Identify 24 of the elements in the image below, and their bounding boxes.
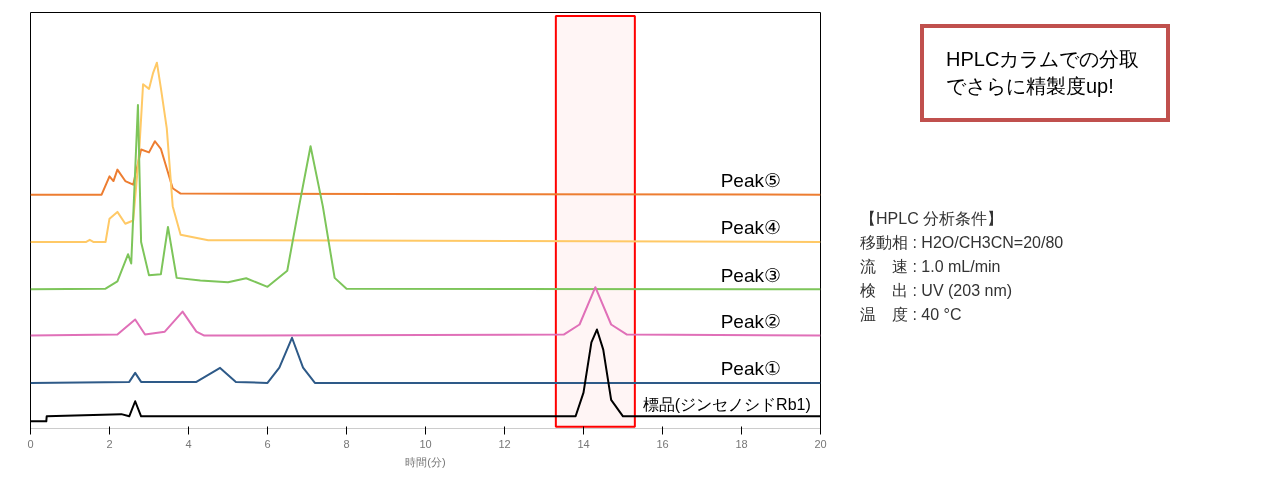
x-tick-label: 8 [343,437,350,450]
x-tick-label: 16 [656,437,669,450]
x-tick-label: 12 [498,437,511,450]
series-label: Peak② [720,311,782,333]
x-tick-label: 20 [814,437,827,450]
x-tick-label: 18 [735,437,748,450]
x-tick-label: 4 [185,437,192,450]
text: 移動相 : H2O/CH3CN=20/80 [860,234,1064,251]
series-label: Peak④ [720,217,782,239]
series-label: 標品(ジンセノシドRb1) [642,395,811,413]
text: 温 度 : 40 °C [860,306,962,323]
series-label: Peak③ [720,264,782,286]
series-label: Peak⑤ [720,170,782,192]
x-tick-label: 2 [106,437,113,450]
x-tick-label: 0 [27,437,34,450]
text: 流 速 : 1.0 mL/min [860,258,1001,275]
x-tick-label: 6 [264,437,271,450]
x-axis-title: 時間(分) [405,455,446,468]
text: 検 出 : UV (203 nm) [860,282,1013,299]
x-tick-label: 14 [577,437,590,450]
series-label: Peak① [720,358,782,380]
text: 【HPLC 分析条件】 [860,210,1004,227]
x-tick-label: 10 [419,437,432,450]
text: HPLCカラムでの分取でさらに精製度up! [946,47,1141,99]
